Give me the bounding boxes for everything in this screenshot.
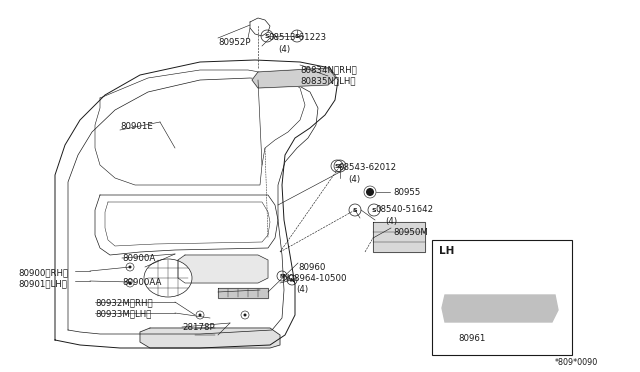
Text: 08543-62012: 08543-62012 — [338, 163, 396, 172]
Text: (4): (4) — [296, 285, 308, 294]
Text: S: S — [294, 33, 300, 38]
Text: 28178P: 28178P — [182, 323, 214, 332]
Text: 80955: 80955 — [393, 188, 420, 197]
Text: 80932M（RH）: 80932M（RH） — [95, 298, 152, 307]
Text: 80933M（LH）: 80933M（LH） — [95, 309, 152, 318]
Circle shape — [366, 188, 374, 196]
Text: 80961: 80961 — [458, 334, 485, 343]
Text: 80835N（LH）: 80835N（LH） — [300, 76, 355, 85]
Text: 80901（LH）: 80901（LH） — [18, 279, 67, 288]
Text: 80952P: 80952P — [218, 38, 250, 47]
Ellipse shape — [144, 259, 192, 297]
Text: N: N — [280, 273, 284, 279]
Text: S: S — [338, 164, 342, 169]
Text: S: S — [335, 164, 339, 169]
Text: 80900AA: 80900AA — [122, 278, 161, 287]
Text: 80834N（RH）: 80834N（RH） — [300, 65, 356, 74]
Text: 80900（RH）: 80900（RH） — [18, 268, 68, 277]
Text: 08540-51642: 08540-51642 — [375, 205, 433, 214]
Bar — [432, 240, 572, 355]
Text: (4): (4) — [278, 45, 290, 54]
Text: (4): (4) — [348, 175, 360, 184]
Polygon shape — [218, 288, 268, 298]
Text: N: N — [290, 278, 294, 282]
Polygon shape — [373, 222, 425, 252]
Text: 80950M: 80950M — [393, 228, 428, 237]
Circle shape — [129, 282, 131, 285]
Text: S: S — [353, 208, 357, 212]
Polygon shape — [252, 68, 336, 88]
Polygon shape — [140, 328, 280, 348]
Text: S: S — [265, 33, 269, 38]
Circle shape — [198, 314, 202, 317]
Polygon shape — [442, 295, 558, 322]
Text: (4): (4) — [385, 217, 397, 226]
Text: S: S — [372, 208, 376, 212]
Circle shape — [129, 266, 131, 269]
Polygon shape — [178, 255, 268, 283]
Text: 80960: 80960 — [298, 263, 325, 272]
Circle shape — [243, 314, 246, 317]
Text: 80900A: 80900A — [122, 254, 156, 263]
Text: LH: LH — [439, 246, 454, 256]
Text: *809*0090: *809*0090 — [555, 358, 598, 367]
Text: 80901E: 80901E — [120, 122, 153, 131]
Text: 08513-61223: 08513-61223 — [268, 33, 326, 42]
Text: N08964-10500: N08964-10500 — [282, 274, 346, 283]
